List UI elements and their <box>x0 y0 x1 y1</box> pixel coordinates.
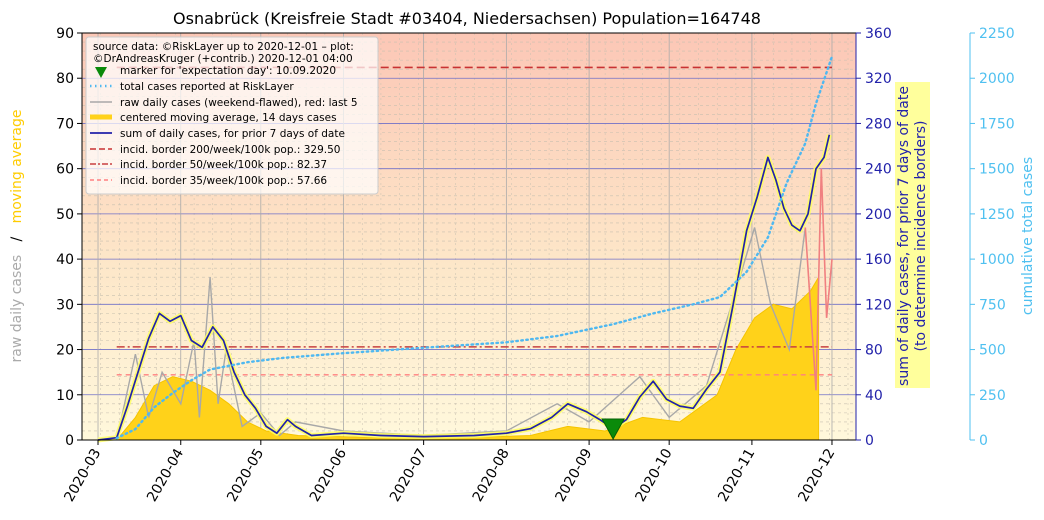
y-left-axis-label-part: moving average <box>9 109 25 232</box>
y-right1-axis-label-line: sum of daily cases, for prior 7 days of … <box>896 86 912 386</box>
y-right1-tick-label: 320 <box>865 71 892 87</box>
y-left-tick-label: 10 <box>56 388 74 404</box>
y-left-tick-label: 20 <box>56 343 74 359</box>
x-tick-label: 2020-03 <box>61 446 104 505</box>
x-tick-label: 2020-11 <box>715 446 758 505</box>
expectation-day-triangle <box>601 418 625 441</box>
y-right1-tick-label: 240 <box>865 162 892 178</box>
x-tick-label: 2020-04 <box>144 446 187 505</box>
y-left-tick-label: 60 <box>56 162 74 178</box>
legend-entry-label: total cases reported at RiskLayer <box>120 81 294 93</box>
y-right1-tick-label: 160 <box>865 252 892 268</box>
x-tick-label: 2020-06 <box>307 446 350 505</box>
y-right2-tick-label: 1500 <box>979 162 1015 178</box>
moving-average-fill <box>115 275 820 441</box>
raw-daily-cases-line <box>116 227 806 441</box>
expectation-day-marker <box>601 418 625 441</box>
y-right2-tick-label: 0 <box>979 433 988 449</box>
legend-symbol-triangle <box>95 67 107 78</box>
x-tick-label: 2020-10 <box>633 446 676 505</box>
y-right1-tick-label: 280 <box>865 116 892 132</box>
moving-average-area <box>115 275 820 441</box>
x-tick-label: 2020-07 <box>387 446 430 505</box>
y-right1-tick-label: 360 <box>865 26 892 42</box>
legend-entry-label: raw daily cases (weekend-flawed), red: l… <box>120 97 358 109</box>
y-right2-tick-label: 750 <box>979 297 1006 313</box>
y-right2-tick-label: 1250 <box>979 207 1015 223</box>
y-right2-tick-label: 2250 <box>979 26 1015 42</box>
y-left-tick-label: 50 <box>56 207 74 223</box>
legend-header-line: ©DrAndreasKruger (+contrib.) 2020-12-01 … <box>93 53 353 65</box>
y-left-axis-label: raw daily cases / moving average <box>9 109 25 362</box>
total-cases-line <box>115 55 834 440</box>
y-left-tick-label: 30 <box>56 297 74 313</box>
y-right1-tick-label: 200 <box>865 207 892 223</box>
legend-entry-label: marker for 'expectation day': 10.09.2020 <box>120 65 336 77</box>
y-right1-tick-label: 0 <box>865 433 874 449</box>
chart-title: Osnabrück (Kreisfreie Stadt #03404, Nied… <box>173 9 761 28</box>
sum-7-days-line <box>97 134 831 441</box>
y-right2-tick-label: 1000 <box>979 252 1015 268</box>
y-left-tick-label: 90 <box>56 26 74 42</box>
y-left-tick-label: 40 <box>56 252 74 268</box>
series-lines <box>97 55 834 443</box>
y-left-tick-label: 70 <box>56 116 74 132</box>
legend-entry-label: sum of daily cases, for prior 7 days of … <box>120 128 345 140</box>
y-left-axis-label-part: raw daily cases <box>9 250 25 362</box>
y-right1-tick-label: 40 <box>865 388 883 404</box>
y-right1-label-box <box>895 82 930 388</box>
y-left-tick-label: 0 <box>65 433 74 449</box>
x-tick-label: 2020-08 <box>470 446 513 505</box>
x-tick-label: 2020-05 <box>224 446 267 505</box>
legend-box <box>85 36 379 195</box>
y-right1-tick-label: 120 <box>865 297 892 313</box>
y-right2-tick-label: 500 <box>979 343 1006 359</box>
y-right1-tick-label: 80 <box>865 343 883 359</box>
legend-entry-label: centered moving average, 14 days cases <box>120 112 337 124</box>
y-right1-axis-label-line: (to determine incidence borders) <box>913 121 929 352</box>
y-right2-tick-label: 1750 <box>979 116 1015 132</box>
y-right2-tick-label: 250 <box>979 388 1006 404</box>
raw-daily-cases-last5-line <box>804 168 833 391</box>
y-right2-tick-label: 2000 <box>979 71 1015 87</box>
x-tick-label: 2020-12 <box>795 446 838 505</box>
y-left-axis-label-part: / <box>9 232 25 250</box>
legend-entry-label: incid. border 50/week/100k pop.: 82.37 <box>120 159 327 171</box>
y-left-tick-label: 80 <box>56 71 74 87</box>
legend-entry-label: incid. border 35/week/100k pop.: 57.66 <box>120 175 327 187</box>
y-right1-axis-label: sum of daily cases, for prior 7 days of … <box>896 86 929 386</box>
y-right2-axis-label: cumulative total cases <box>1020 157 1036 315</box>
legend-entry-label: incid. border 200/week/100k pop.: 329.50 <box>120 144 340 156</box>
x-tick-label: 2020-09 <box>552 446 595 505</box>
legend-header-line: source data: ©RiskLayer up to 2020-12-01… <box>93 41 354 53</box>
legend: source data: ©RiskLayer up to 2020-12-01… <box>85 36 379 195</box>
